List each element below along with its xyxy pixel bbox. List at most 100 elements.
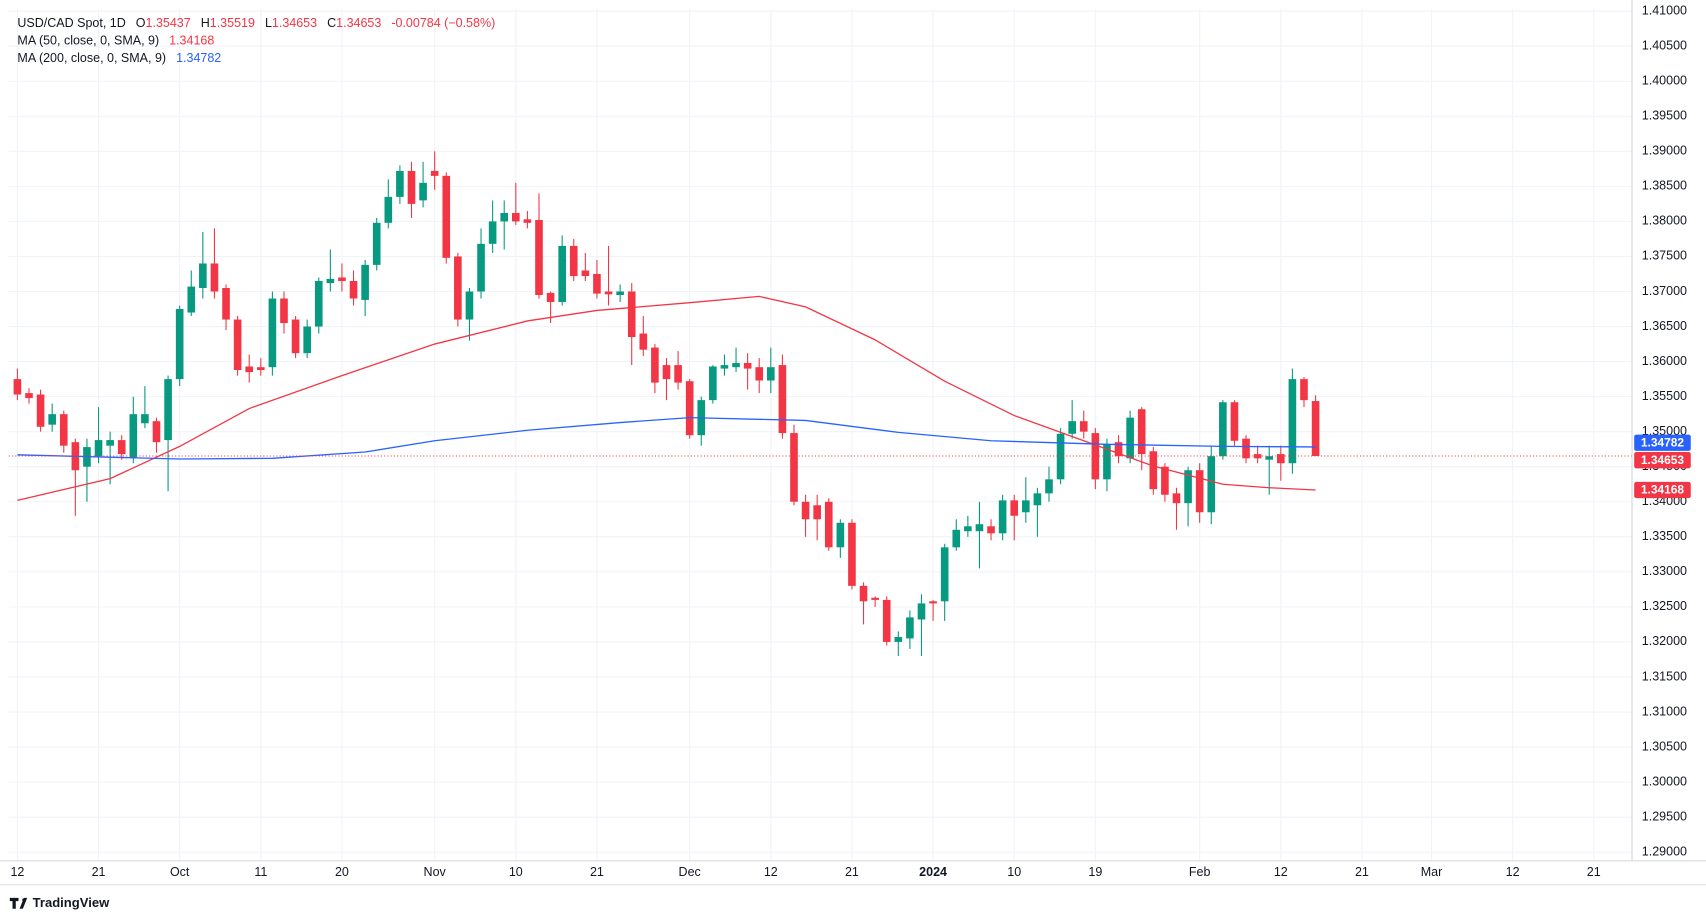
y-tick-label: 1.32000 — [1642, 634, 1687, 648]
candle-body — [1137, 409, 1146, 455]
candle-body — [639, 333, 648, 350]
candle-body — [720, 365, 729, 369]
y-tick-label: 1.30500 — [1642, 739, 1687, 753]
ohlc-value: 1.35437 — [146, 17, 191, 31]
candle-body — [917, 603, 926, 620]
legend-main: USD/CAD Spot, 1D O1.35437 H1.35519 L1.34… — [17, 17, 495, 31]
ohlc-tag: H — [201, 17, 210, 31]
price-label-box — [1634, 452, 1691, 469]
candle-body — [569, 245, 578, 277]
y-tick-label: 1.32500 — [1642, 599, 1687, 613]
candle-body — [106, 440, 114, 446]
candle-body — [1033, 493, 1042, 506]
candle-body — [732, 362, 740, 368]
candle-body — [790, 433, 798, 502]
candle-body — [1195, 470, 1204, 513]
x-tick-label: 21 — [92, 865, 106, 879]
candle-body — [558, 245, 566, 303]
candle-body — [581, 270, 590, 277]
candle-body — [384, 196, 393, 223]
candle-body — [233, 319, 242, 370]
legend-ma200: MA (200, close, 0, SMA, 9) 1.34782 — [17, 51, 221, 65]
x-tick-label: 20 — [335, 865, 349, 879]
x-tick-label: Nov — [424, 865, 447, 879]
candle-body — [372, 222, 381, 265]
candle-body — [1056, 433, 1065, 480]
candle-body — [755, 367, 764, 381]
x-tick-label: 12 — [1274, 865, 1288, 879]
ohlc-value: 1.34653 — [272, 17, 317, 31]
y-tick-label: 1.40500 — [1642, 38, 1687, 52]
y-tick-label: 1.40000 — [1642, 74, 1687, 88]
candle-body — [998, 500, 1007, 534]
candle-body — [616, 291, 624, 296]
candle-body — [477, 243, 485, 292]
candle-body — [964, 526, 972, 532]
y-tick-label: 1.30000 — [1642, 774, 1687, 788]
candle-body — [222, 287, 230, 320]
candle-body — [314, 280, 323, 327]
x-tick-label: Oct — [170, 865, 190, 879]
candle-body — [627, 291, 636, 338]
candle-body — [187, 286, 196, 313]
price-label: 1.34782 — [1641, 435, 1685, 449]
x-tick-label: 21 — [1355, 865, 1369, 879]
y-tick-label: 1.33500 — [1642, 529, 1687, 543]
x-tick-label: Dec — [679, 865, 701, 879]
candle-body — [36, 394, 45, 427]
ma-value: 1.34168 — [169, 34, 214, 48]
candle-body — [685, 381, 694, 436]
x-tick-label: 12 — [1506, 865, 1520, 879]
price-label: 1.34653 — [1641, 453, 1685, 467]
candle-body — [129, 414, 138, 459]
candle-body — [778, 365, 787, 434]
ohlc-tag: L — [265, 17, 272, 31]
x-tick-label: 12 — [10, 865, 24, 879]
y-tick-label: 1.36500 — [1642, 319, 1687, 333]
candle-body — [94, 440, 103, 457]
candle-body — [1184, 470, 1192, 504]
x-tick-label: 21 — [845, 865, 859, 879]
candle-body — [1161, 466, 1169, 495]
candle-body — [1091, 433, 1100, 480]
candle-body — [1079, 421, 1088, 432]
candle-body — [1300, 379, 1308, 401]
x-tick-label: 19 — [1088, 865, 1102, 879]
y-tick-label: 1.37000 — [1642, 284, 1687, 298]
candle-body — [396, 170, 404, 197]
candle-body — [1242, 438, 1250, 459]
candle-body — [1172, 493, 1181, 504]
price-label-box — [1634, 481, 1691, 499]
x-tick-label: 21 — [590, 865, 604, 879]
y-tick-label: 1.35000 — [1642, 424, 1687, 438]
axes: 1.29000 1.29500 1.30000 1.30500 1.31000 1.315… — [10, 3, 1691, 879]
candle-body — [894, 637, 903, 642]
candle-body — [1311, 401, 1320, 456]
brand: TradingView — [9, 895, 110, 910]
candle-body — [199, 263, 207, 288]
y-tick-label: 1.31000 — [1642, 704, 1687, 718]
ma-name: MA (200, close, 0, SMA, 9) — [17, 51, 166, 65]
candle-body — [361, 264, 369, 300]
y-tick-label: 1.36000 — [1642, 354, 1687, 368]
candle-body — [1103, 444, 1111, 480]
candle-body — [1010, 500, 1019, 516]
grid — [8, 8, 1633, 861]
candle-body — [338, 277, 346, 281]
legend: USD/CAD Spot, 1D O1.35437 H1.35519 L1.34… — [17, 17, 495, 66]
brand-name: TradingView — [33, 895, 110, 910]
ohlc-value: 1.34653 — [336, 17, 381, 31]
x-tick-label: 21 — [1587, 865, 1601, 879]
candle-body — [987, 526, 995, 534]
candle-body — [256, 367, 265, 370]
candle-body — [836, 522, 845, 548]
candle-body — [848, 522, 856, 586]
candle-body — [952, 529, 961, 548]
x-tick-label: 12 — [764, 865, 778, 879]
candle-body — [326, 278, 335, 284]
candle-body — [1253, 454, 1262, 459]
x-tick-label: 10 — [509, 865, 523, 879]
candle-body — [535, 220, 543, 296]
candle-body — [662, 365, 671, 380]
